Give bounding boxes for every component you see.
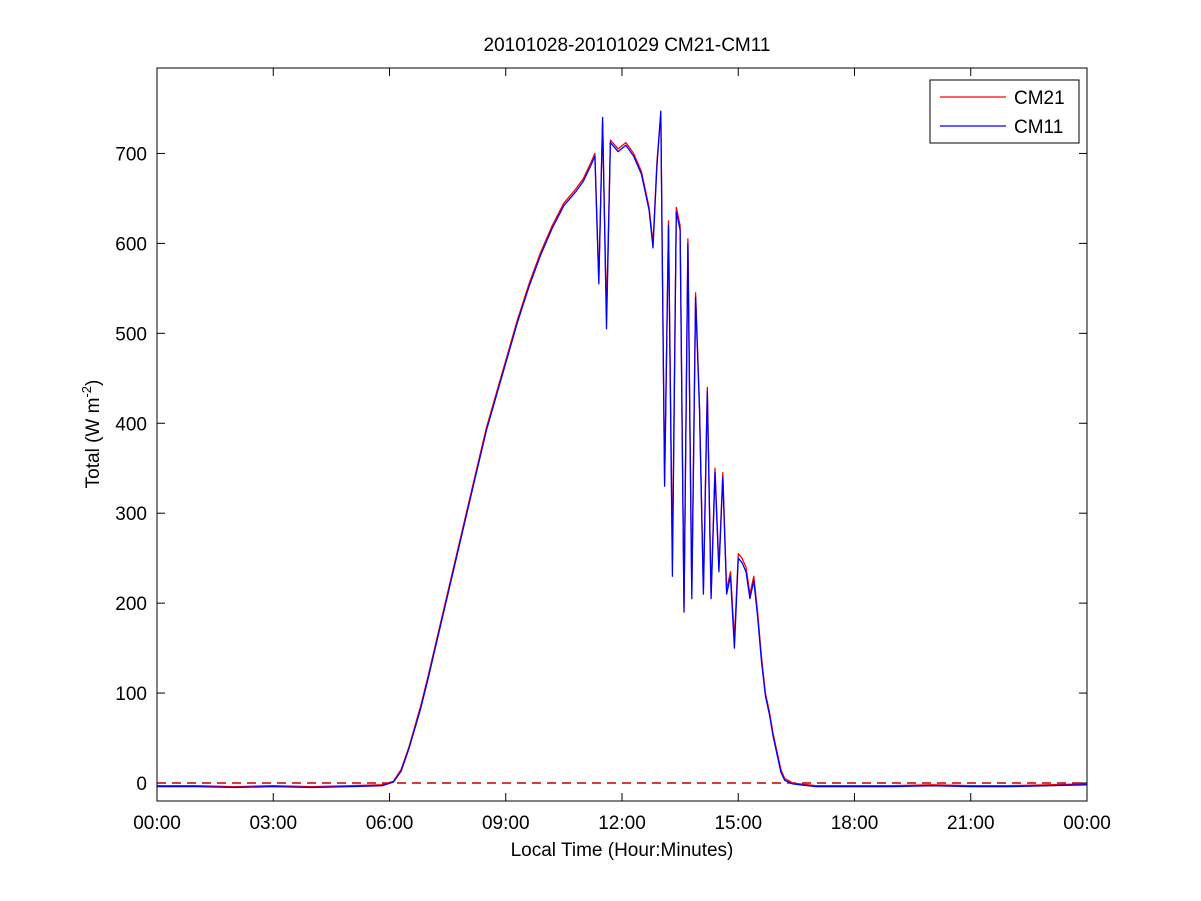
series-line-cm11 [157, 110, 1088, 789]
y-axis-title-close: ) [83, 380, 104, 386]
y-axis-title-superscript: -2 [79, 386, 94, 398]
y-tick-label: 200 [115, 594, 147, 615]
y-axis-title-main: Total (W m [83, 398, 104, 489]
legend: CM21 CM11 [929, 79, 1080, 144]
y-tick-label: 600 [115, 234, 147, 255]
plot-area [157, 68, 1087, 801]
legend-box [929, 79, 1080, 144]
y-tick-label: 700 [115, 144, 147, 165]
y-tick-label: 500 [115, 324, 147, 345]
y-tick-label: 100 [115, 684, 147, 705]
x-tick-label: 03:00 [249, 813, 297, 834]
chart-title: 20101028-20101029 CM21-CM11 [484, 35, 771, 56]
x-tick-label: 12:00 [598, 813, 646, 834]
x-tick-label: 18:00 [831, 813, 879, 834]
y-tick-label: 0 [136, 774, 147, 795]
data-series [157, 110, 1088, 789]
x-tick-label: 00:00 [1063, 813, 1111, 834]
x-axis-title: Local Time (Hour:Minutes) [511, 840, 734, 861]
x-axis-ticks: 00:00 03:00 06:00 09:00 12:00 15:00 18:00 21:00… [133, 68, 1111, 834]
y-axis-title: Total (W m-2) [79, 380, 104, 489]
legend-label-cm11: CM11 [1014, 117, 1063, 138]
x-tick-label: 06:00 [366, 813, 414, 834]
x-tick-label: 09:00 [482, 813, 530, 834]
y-axis-ticks: 0 100 200 300 400 500 600 700 [115, 144, 1087, 795]
y-tick-label: 300 [115, 504, 147, 525]
y-tick-label: 400 [115, 414, 147, 435]
x-tick-label: 00:00 [133, 813, 181, 834]
x-tick-label: 15:00 [714, 813, 762, 834]
x-tick-label: 21:00 [947, 813, 995, 834]
plot-frame [156, 67, 1088, 802]
legend-label-cm21: CM21 [1014, 88, 1065, 109]
